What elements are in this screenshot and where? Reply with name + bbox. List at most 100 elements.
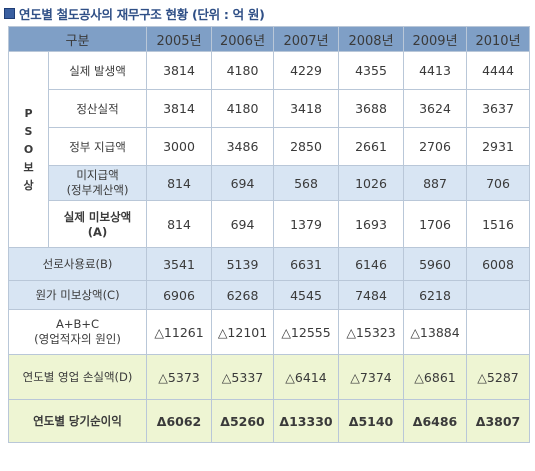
cell: 4180 [211,89,275,128]
cell: 4413 [403,51,468,90]
cell: Δ3807 [466,399,531,443]
table-row: 정부 지급액 3000 3486 2850 2661 2706 2931 [9,127,531,166]
cell: 1379 [273,200,340,248]
row-label-line2: (영업적자의 원인) [34,332,121,346]
header-year: 2007년 [273,26,340,52]
row-label: 실제 발생액 [47,51,148,90]
cell: △6414 [273,354,340,400]
cell: 2850 [273,127,340,166]
cell: 694 [211,200,275,248]
cell: 2931 [466,127,531,166]
cell: Δ5260 [211,399,275,443]
header-year: 2008년 [338,26,405,52]
table-row: 선로사용료(B) 3541 5139 6631 6146 5960 6008 [7,247,531,281]
square-bullet-icon [4,7,15,19]
table-row: 연도별 영업 손실액(D) △5373 △5337 △6414 △7374 △6… [7,354,531,400]
cell: 6268 [211,280,275,310]
table-row: 정산실적 3814 4180 3418 3688 3624 3637 [9,89,531,128]
row-label: 선로사용료(B) [7,247,148,281]
cell [466,280,531,310]
cell: 3486 [211,127,275,166]
cell: 4355 [338,51,405,90]
cell: 5960 [403,247,468,281]
cell: 887 [403,165,468,201]
cell: Δ6486 [403,399,468,443]
cell: 694 [211,165,275,201]
table-row: 실제 미보상액 (A) 814 694 1379 1693 1706 1516 [9,200,531,248]
cell: 3624 [403,89,468,128]
table-row: A+B+C (영업적자의 원인) △11261 △12101 △12555 △1… [7,309,531,355]
row-label: 정부 지급액 [47,127,148,166]
header-row: 구분 2005년 2006년 2007년 2008년 2009년 2010년 [7,26,531,52]
row-label-line1: A+B+C [55,317,100,331]
cell: 4180 [211,51,275,90]
cell: △12555 [273,309,340,355]
row-label: 연도별 당기순이익 [7,399,148,443]
table-row: 연도별 당기순이익 Δ6062 Δ5260 Δ13330 Δ5140 Δ6486… [7,399,531,443]
row-label: 연도별 영업 손실액(D) [7,354,148,400]
cell: △5337 [211,354,275,400]
row-label-line2: (정부계산액) [66,183,129,197]
cell: 1693 [338,200,405,248]
cell: △13884 [403,309,468,355]
cell: 568 [273,165,340,201]
cell: 3000 [146,127,213,166]
cell: 814 [146,165,213,201]
cell: 3688 [338,89,405,128]
cell: Δ6062 [146,399,213,443]
cell: 6008 [466,247,531,281]
cell: 2706 [403,127,468,166]
cell: 1516 [466,200,531,248]
side-label-char: 보 [23,160,34,174]
header-year: 2009년 [403,26,468,52]
row-label: 정산실적 [47,89,148,128]
finance-table: 구분 2005년 2006년 2007년 2008년 2009년 2010년 P… [7,26,531,443]
row-label: A+B+C (영업적자의 원인) [7,309,148,355]
cell: △6861 [403,354,468,400]
cell: 3814 [146,51,213,90]
cell: △11261 [146,309,213,355]
row-label: 실제 미보상액 (A) [47,200,148,248]
table-row: 원가 미보상액(C) 6906 6268 4545 7484 6218 [7,280,531,310]
cell: 1026 [338,165,405,201]
cell: △5373 [146,354,213,400]
cell: △7374 [338,354,405,400]
header-category: 구분 [7,26,148,52]
cell: 7484 [338,280,405,310]
cell: 4229 [273,51,340,90]
side-label-char: P [24,106,33,120]
table-row: 미지급액 (정부계산액) 814 694 568 1026 887 706 [9,165,531,201]
cell: 3541 [146,247,213,281]
title-bar: 연도별 철도공사의 재무구조 현황 (단위 : 억 원) [4,3,265,23]
row-label-line1: 미지급액 [76,168,119,182]
row-label: 미지급액 (정부계산액) [47,165,148,201]
cell: 5139 [211,247,275,281]
cell: 3637 [466,89,531,128]
table-title: 연도별 철도공사의 재무구조 현황 (단위 : 억 원) [19,6,265,22]
cell: 6631 [273,247,340,281]
cell: △12101 [211,309,275,355]
cell [466,309,531,355]
side-label-char: 상 [23,178,34,192]
cell: △5287 [466,354,531,400]
cell: 2661 [338,127,405,166]
side-label-char: O [23,142,34,156]
cell: 814 [146,200,213,248]
header-year: 2006년 [211,26,275,52]
header-year: 2005년 [146,26,213,52]
cell: 6218 [403,280,468,310]
side-label-char: S [24,124,33,138]
cell: 3814 [146,89,213,128]
cell: 4545 [273,280,340,310]
cell: △15323 [338,309,405,355]
row-label-line2: (A) [87,225,108,239]
cell: 1706 [403,200,468,248]
cell: 4444 [466,51,531,90]
row-label: 원가 미보상액(C) [7,280,148,310]
cell: 6146 [338,247,405,281]
cell: 3418 [273,89,340,128]
row-label-line1: 실제 미보상액 [63,210,132,224]
